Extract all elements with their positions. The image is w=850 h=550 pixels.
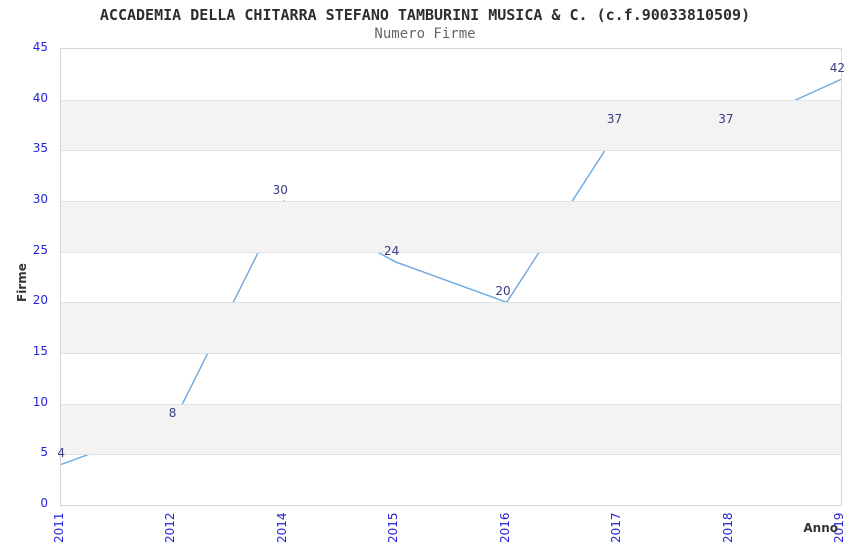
x-tick-label: 2012	[163, 512, 178, 543]
y-gridline	[61, 302, 841, 304]
y-tick-label: 25	[32, 242, 48, 257]
data-label: 4	[57, 446, 65, 461]
y-gridline	[61, 201, 841, 202]
plot-band	[61, 403, 841, 455]
plot-band	[61, 302, 841, 353]
x-tick-label: 2014	[274, 512, 289, 543]
y-tick-label: 5	[40, 445, 48, 460]
y-tick-label: 0	[40, 496, 48, 510]
x-tick-label: 2018	[720, 512, 735, 543]
x-tick-label: 2015	[386, 512, 401, 543]
y-tick-label: 35	[32, 141, 48, 156]
y-gridline	[61, 150, 841, 152]
plot-band	[61, 99, 841, 151]
y-tick-label: 40	[32, 90, 48, 105]
chart-title: ACCADEMIA DELLA CHITARRA STEFANO TAMBURI…	[99, 6, 751, 24]
data-label: 42	[829, 61, 845, 76]
y-tick-label: 30	[32, 192, 48, 206]
chart-subtitle: Numero Firme	[374, 26, 476, 42]
data-label: 37	[718, 112, 734, 127]
plot-area	[60, 48, 842, 506]
data-label: 37	[606, 112, 623, 127]
y-gridline	[61, 454, 841, 456]
data-label: 24	[384, 243, 400, 258]
y-tick-label: 20	[32, 293, 48, 308]
data-label: 30	[272, 183, 288, 197]
y-tick-label: 10	[32, 394, 48, 409]
y-tick-label: 45	[32, 40, 48, 54]
plot-band	[61, 201, 841, 252]
y-gridline	[61, 353, 841, 354]
data-label: 8	[168, 405, 177, 420]
x-axis-title: Anno	[803, 521, 838, 535]
data-label: 20	[495, 284, 511, 299]
x-tick-label: 2017	[609, 512, 624, 543]
y-axis-title: Firme	[15, 263, 29, 302]
y-tick-label: 15	[32, 344, 48, 358]
x-tick-label: 2011	[52, 512, 66, 543]
x-tick-label: 2016	[497, 512, 512, 543]
y-gridline	[61, 403, 841, 405]
y-gridline	[61, 251, 841, 253]
y-gridline	[61, 99, 841, 101]
